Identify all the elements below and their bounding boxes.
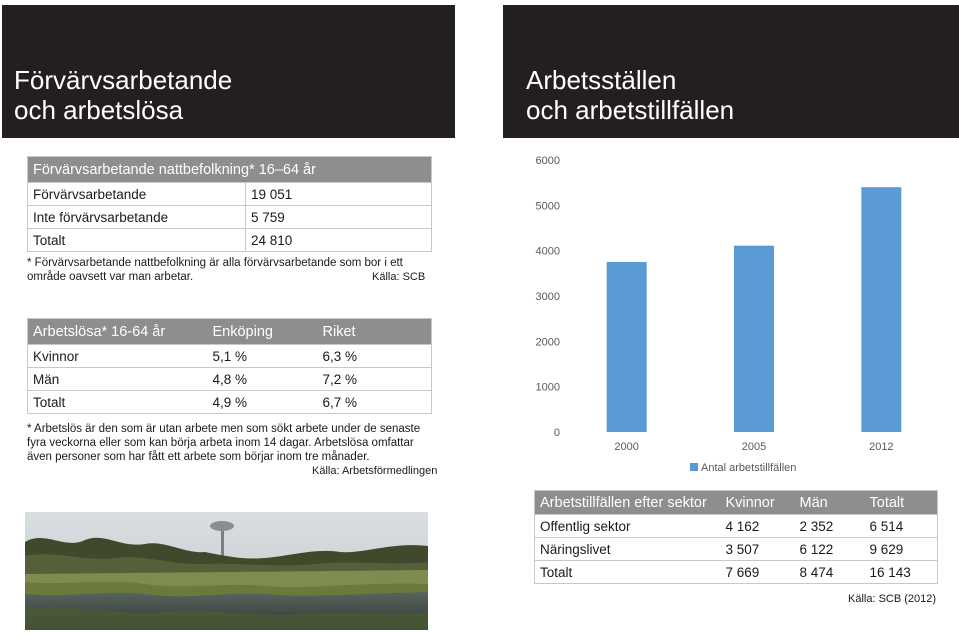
table-cell: 3 507 — [720, 537, 795, 561]
table-header-row: Arbetstillfällen efter sektor Kvinnor Mä… — [534, 490, 938, 515]
table-cell: Kvinnor — [27, 344, 208, 368]
header-cell: Män — [794, 490, 865, 515]
x-tick-label: 2005 — [742, 441, 766, 453]
row-value: 19 051 — [245, 182, 432, 206]
table-cell: 9 629 — [864, 537, 938, 561]
right-section-title: Arbetsställen och arbetstillfällen — [526, 65, 735, 125]
table-cell: 4,9 % — [207, 390, 318, 414]
table-cell: Totalt — [534, 560, 721, 584]
header-cell: Arbetslösa* 16-64 år — [27, 318, 208, 345]
header-cell: Riket — [317, 318, 432, 345]
table-cell: 6 514 — [864, 514, 938, 538]
unemployment-source: Källa: Arbetsförmedlingen — [312, 465, 438, 477]
table-row: Kvinnor 5,1 % 6,3 % — [27, 344, 432, 368]
right-section-header: Arbetsställen och arbetstillfällen — [503, 5, 959, 138]
legend-label: Antal arbetstillfällen — [701, 462, 796, 474]
table-cell: 8 474 — [794, 560, 865, 584]
legend-swatch — [690, 463, 698, 471]
table-cell: 16 143 — [864, 560, 938, 584]
table-header-cell: Förvärvsarbetande nattbefolkning* 16–64 … — [27, 156, 432, 183]
y-tick-label: 0 — [554, 427, 560, 439]
table-cell: 6,3 % — [317, 344, 432, 368]
sector-table: Arbetstillfällen efter sektor Kvinnor Mä… — [534, 490, 938, 584]
employment-footnote: * Förvärvsarbetande nattbefolkning är al… — [27, 257, 403, 283]
table-row: Totalt 24 810 — [27, 228, 432, 252]
bar-2012 — [861, 187, 902, 432]
table-row: Offentlig sektor 4 162 2 352 6 514 — [534, 514, 938, 538]
unemployment-footnote: * Arbetslös är den som är utan arbete me… — [27, 423, 421, 463]
header-cell: Totalt — [864, 490, 938, 515]
table-cell: 4,8 % — [207, 367, 318, 391]
y-tick-label: 2000 — [536, 336, 560, 348]
header-cell: Arbetstillfällen efter sektor — [534, 490, 721, 515]
table-row: Totalt 4,9 % 6,7 % — [27, 390, 432, 414]
y-tick-label: 5000 — [536, 200, 560, 212]
table-row: Inte förvärvsarbetande 5 759 — [27, 205, 432, 229]
table-header-row: Förvärvsarbetande nattbefolkning* 16–64 … — [27, 156, 432, 183]
x-tick-label: 2000 — [614, 441, 638, 453]
table-cell: Offentlig sektor — [534, 514, 721, 538]
row-value: 5 759 — [245, 205, 432, 229]
header-cell: Kvinnor — [720, 490, 795, 515]
left-section-title: Förvärvsarbetande och arbetslösa — [14, 65, 233, 125]
left-section-header: Förvärvsarbetande och arbetslösa — [2, 5, 455, 138]
table-row: Näringslivet 3 507 6 122 9 629 — [534, 537, 938, 561]
table-cell: Näringslivet — [534, 537, 721, 561]
table-cell: 5,1 % — [207, 344, 318, 368]
landscape-photo — [25, 512, 428, 630]
row-value: 24 810 — [245, 228, 432, 252]
row-label: Inte förvärvsarbetande — [27, 205, 246, 229]
unemployment-table: Arbetslösa* 16-64 år Enköping Riket Kvin… — [27, 318, 432, 414]
table-cell: 6,7 % — [317, 390, 432, 414]
table-row: Förvärvsarbetande 19 051 — [27, 182, 432, 206]
workplaces-bar-chart: 0 1000 2000 3000 4000 5000 6000 2000 2005 2012 A… — [536, 155, 902, 474]
table-cell: 7,2 % — [317, 367, 432, 391]
header-cell: Enköping — [207, 318, 318, 345]
employment-table: Förvärvsarbetande nattbefolkning* 16–64 … — [27, 156, 432, 252]
row-label: Totalt — [27, 228, 246, 252]
y-tick-label: 4000 — [536, 246, 560, 258]
y-tick-label: 6000 — [536, 155, 560, 167]
table-header-row: Arbetslösa* 16-64 år Enköping Riket — [27, 318, 432, 345]
table-cell: Män — [27, 367, 208, 391]
table-cell: Totalt — [27, 390, 208, 414]
sector-source: Källa: SCB (2012) — [848, 593, 937, 605]
table-cell: 6 122 — [794, 537, 865, 561]
table-cell: 7 669 — [720, 560, 795, 584]
table-row: Män 4,8 % 7,2 % — [27, 367, 432, 391]
bar-2005 — [734, 245, 774, 432]
row-label: Förvärvsarbetande — [27, 182, 246, 206]
table-row: Totalt 7 669 8 474 16 143 — [534, 560, 938, 584]
table-cell: 2 352 — [794, 514, 865, 538]
y-tick-label: 1000 — [536, 382, 560, 394]
employment-source: Källa: SCB — [372, 271, 426, 283]
y-tick-label: 3000 — [536, 291, 560, 303]
table-cell: 4 162 — [720, 514, 795, 538]
bar-2000 — [606, 262, 647, 432]
x-tick-label: 2012 — [869, 441, 893, 453]
